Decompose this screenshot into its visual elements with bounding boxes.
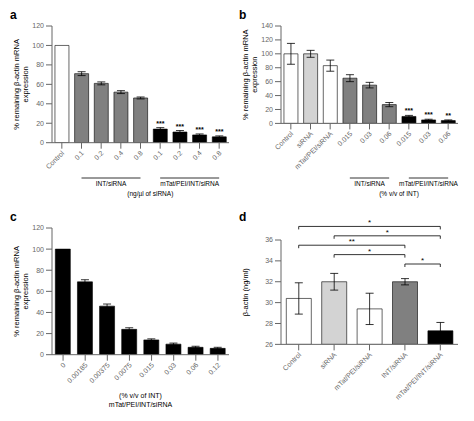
svg-text:***: *** bbox=[215, 128, 223, 135]
svg-text:Control: Control bbox=[273, 130, 294, 151]
svg-text:30: 30 bbox=[265, 299, 273, 306]
svg-text:mTat/PEI/siRNA: mTat/PEI/siRNA bbox=[333, 351, 374, 392]
svg-text:0.00185: 0.00185 bbox=[66, 361, 89, 384]
svg-text:mTat/PEI/INT/siRNA: mTat/PEI/INT/siRNA bbox=[160, 180, 220, 187]
svg-text:0.015: 0.015 bbox=[336, 130, 353, 147]
svg-text:20: 20 bbox=[36, 330, 44, 337]
svg-text:mTat/PEI/siRNA: mTat/PEI/siRNA bbox=[293, 130, 334, 171]
svg-text:80: 80 bbox=[265, 64, 273, 71]
svg-text:20: 20 bbox=[36, 120, 44, 127]
svg-text:60: 60 bbox=[36, 288, 44, 295]
svg-text:expression: expression bbox=[250, 57, 259, 93]
svg-text:*: * bbox=[421, 256, 424, 265]
svg-text:140: 140 bbox=[261, 22, 273, 29]
svg-text:mTat/PEI/INT/siRNA: mTat/PEI/INT/siRNA bbox=[394, 351, 444, 401]
svg-text:a: a bbox=[10, 8, 17, 22]
svg-text:32: 32 bbox=[265, 278, 273, 285]
svg-text:c: c bbox=[10, 210, 17, 224]
svg-text:***: *** bbox=[176, 123, 184, 130]
svg-text:36: 36 bbox=[265, 236, 273, 243]
svg-text:INT/siRNA: INT/siRNA bbox=[354, 180, 385, 187]
svg-text:100: 100 bbox=[261, 50, 273, 57]
svg-text:***: *** bbox=[196, 126, 204, 133]
svg-text:80: 80 bbox=[36, 61, 44, 68]
svg-text:0: 0 bbox=[59, 361, 67, 369]
svg-text:100: 100 bbox=[32, 246, 44, 253]
svg-text:0: 0 bbox=[40, 139, 44, 146]
svg-text:INT/siRNA: INT/siRNA bbox=[96, 180, 127, 187]
svg-text:***: *** bbox=[425, 111, 433, 118]
svg-text:0.06: 0.06 bbox=[185, 361, 200, 376]
svg-text:0.1: 0.1 bbox=[152, 149, 164, 161]
svg-text:(% v/v of INT): (% v/v of INT) bbox=[119, 392, 162, 400]
svg-text:20: 20 bbox=[265, 106, 273, 113]
svg-text:*: * bbox=[386, 228, 389, 237]
svg-text:0.06: 0.06 bbox=[378, 130, 393, 145]
svg-text:26: 26 bbox=[265, 341, 273, 348]
svg-text:**: ** bbox=[349, 237, 355, 246]
svg-text:60: 60 bbox=[265, 78, 273, 85]
svg-text:0.03: 0.03 bbox=[163, 361, 178, 376]
svg-text:0.8: 0.8 bbox=[132, 149, 144, 161]
svg-text:INT/siRNA: INT/siRNA bbox=[380, 351, 409, 380]
svg-text:80: 80 bbox=[36, 267, 44, 274]
svg-text:60: 60 bbox=[36, 81, 44, 88]
svg-text:0.03: 0.03 bbox=[417, 130, 432, 145]
svg-text:0.0075: 0.0075 bbox=[113, 361, 133, 381]
svg-text:0.015: 0.015 bbox=[138, 361, 155, 378]
svg-text:expression: expression bbox=[21, 273, 30, 309]
svg-text:(% v/v of INT): (% v/v of INT) bbox=[379, 190, 419, 198]
svg-text:0.4: 0.4 bbox=[191, 149, 203, 161]
svg-text:40: 40 bbox=[265, 92, 273, 99]
svg-text:0.4: 0.4 bbox=[113, 149, 125, 161]
svg-text:expression: expression bbox=[21, 66, 30, 102]
svg-text:% remaining β-actin mRNA: % remaining β-actin mRNA bbox=[241, 29, 250, 120]
svg-text:0.2: 0.2 bbox=[172, 149, 184, 161]
svg-text:0.00375: 0.00375 bbox=[88, 361, 111, 384]
svg-text:0.8: 0.8 bbox=[211, 149, 223, 161]
svg-text:0.12: 0.12 bbox=[207, 361, 222, 376]
svg-text:28: 28 bbox=[265, 320, 273, 327]
svg-text:0.03: 0.03 bbox=[358, 130, 373, 145]
svg-text:β-actin (ng/ml): β-actin (ng/ml) bbox=[241, 268, 250, 317]
svg-text:100: 100 bbox=[32, 42, 44, 49]
svg-text:0.06: 0.06 bbox=[437, 130, 452, 145]
svg-text:0: 0 bbox=[40, 351, 44, 358]
svg-text:***: *** bbox=[156, 120, 164, 127]
svg-text:0.1: 0.1 bbox=[73, 149, 85, 161]
svg-text:Control: Control bbox=[44, 149, 65, 170]
svg-text:40: 40 bbox=[36, 309, 44, 316]
svg-text:d: d bbox=[239, 210, 246, 224]
svg-text:mTat/PEI/INT/siRNA: mTat/PEI/INT/siRNA bbox=[109, 401, 173, 408]
svg-text:0.2: 0.2 bbox=[93, 149, 105, 161]
svg-text:40: 40 bbox=[36, 100, 44, 107]
svg-text:120: 120 bbox=[32, 224, 44, 231]
svg-text:(ng/µl of siRNA): (ng/µl of siRNA) bbox=[127, 190, 173, 198]
svg-text:b: b bbox=[239, 8, 246, 22]
svg-text:**: ** bbox=[446, 112, 452, 119]
svg-text:% remaining β-actin mRNA: % remaining β-actin mRNA bbox=[12, 39, 21, 130]
svg-text:34: 34 bbox=[265, 257, 273, 264]
svg-text:0.015: 0.015 bbox=[395, 130, 412, 147]
svg-text:120: 120 bbox=[261, 36, 273, 43]
svg-text:*: * bbox=[368, 218, 371, 227]
svg-text:120: 120 bbox=[32, 22, 44, 29]
svg-text:mTat/PEI/INT/siRNA: mTat/PEI/INT/siRNA bbox=[399, 180, 459, 187]
svg-text:siRNA: siRNA bbox=[319, 351, 338, 370]
svg-text:0: 0 bbox=[269, 120, 273, 127]
svg-text:*: * bbox=[368, 247, 371, 256]
svg-text:% remaining β-actin mRNA: % remaining β-actin mRNA bbox=[12, 246, 21, 337]
svg-text:***: *** bbox=[405, 107, 413, 114]
svg-text:Control: Control bbox=[281, 351, 302, 372]
